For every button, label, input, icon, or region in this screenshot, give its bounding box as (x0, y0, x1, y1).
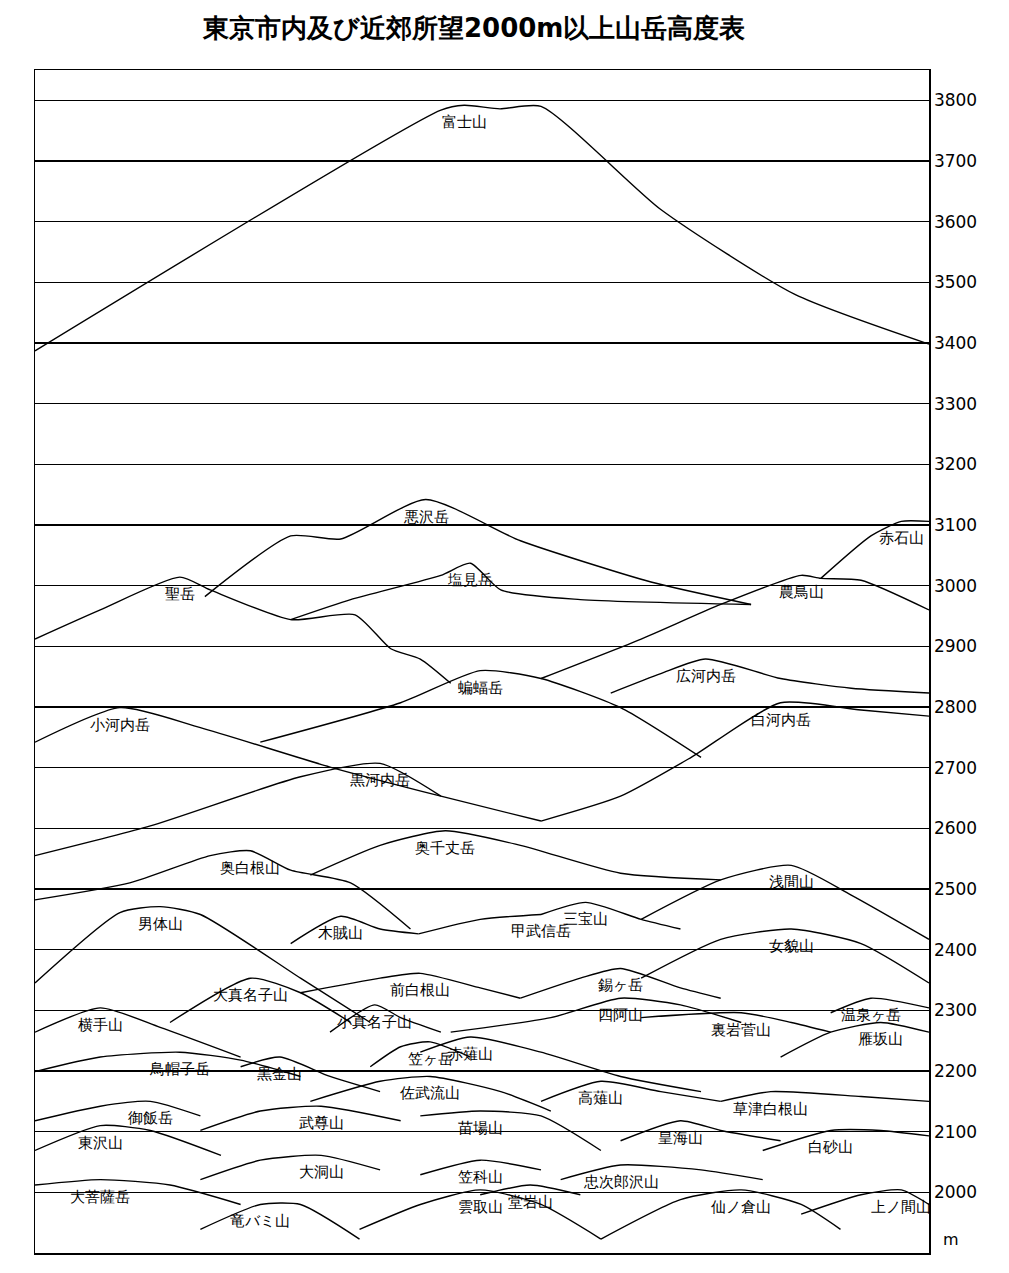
svg-text:2900: 2900 (934, 636, 977, 656)
svg-text:黒金山: 黒金山 (257, 1065, 302, 1083)
svg-text:大菩薩岳: 大菩薩岳 (70, 1188, 130, 1206)
svg-text:大真名子山: 大真名子山 (213, 986, 288, 1004)
svg-text:2300: 2300 (934, 1000, 977, 1020)
svg-text:裏岩菅山: 裏岩菅山 (711, 1021, 771, 1039)
svg-text:3200: 3200 (934, 454, 977, 474)
svg-text:忠次郎沢山: 忠次郎沢山 (583, 1173, 659, 1191)
svg-text:聖岳: 聖岳 (165, 585, 195, 603)
svg-text:竜バミ山: 竜バミ山 (230, 1212, 290, 1230)
svg-text:東沢山: 東沢山 (78, 1134, 123, 1152)
svg-text:皇海山: 皇海山 (658, 1129, 703, 1147)
svg-text:高薙山: 高薙山 (578, 1089, 623, 1107)
svg-text:3800: 3800 (934, 90, 977, 110)
svg-text:上ノ間山: 上ノ間山 (871, 1198, 931, 1216)
svg-text:小真名子山: 小真名子山 (337, 1013, 412, 1031)
svg-text:鳥帽子岳: 鳥帽子岳 (149, 1060, 210, 1078)
svg-text:白河内岳: 白河内岳 (751, 711, 811, 729)
svg-text:3000: 3000 (934, 576, 977, 596)
svg-text:雲取山: 雲取山 (458, 1198, 503, 1216)
svg-text:温泉ヶ岳: 温泉ヶ岳 (841, 1006, 901, 1024)
svg-text:2700: 2700 (934, 758, 977, 778)
svg-text:錫ヶ岳: 錫ヶ岳 (598, 976, 643, 994)
svg-text:武尊山: 武尊山 (299, 1114, 344, 1132)
svg-text:黒河内岳: 黒河内岳 (350, 771, 410, 789)
svg-text:3500: 3500 (934, 272, 977, 292)
svg-text:2600: 2600 (934, 818, 977, 838)
svg-text:男体山: 男体山 (138, 915, 183, 933)
svg-text:苗場山: 苗場山 (458, 1119, 503, 1137)
svg-text:蝙蝠岳: 蝙蝠岳 (458, 679, 503, 697)
svg-text:堂岩山: 堂岩山 (508, 1193, 553, 1211)
svg-text:農鳥山: 農鳥山 (779, 583, 824, 601)
svg-text:塩見岳: 塩見岳 (447, 571, 493, 589)
svg-text:2400: 2400 (934, 940, 977, 960)
svg-text:東京市内及び近郊所望2000m以上山岳高度表: 東京市内及び近郊所望2000m以上山岳高度表 (202, 13, 745, 43)
svg-text:雁坂山: 雁坂山 (858, 1030, 903, 1048)
svg-text:大洞山: 大洞山 (299, 1163, 344, 1181)
svg-text:m: m (943, 1230, 959, 1249)
svg-text:木賊山: 木賊山 (318, 924, 363, 942)
svg-text:草津白根山: 草津白根山 (733, 1100, 808, 1118)
svg-text:女貌山: 女貌山 (769, 937, 814, 955)
svg-text:富士山: 富士山 (442, 113, 487, 131)
svg-text:四阿山: 四阿山 (598, 1006, 643, 1024)
svg-text:赤薙山: 赤薙山 (448, 1045, 493, 1063)
svg-text:2500: 2500 (934, 879, 977, 899)
svg-text:2000: 2000 (934, 1182, 977, 1202)
svg-text:御飯岳: 御飯岳 (128, 1109, 173, 1127)
svg-text:3600: 3600 (934, 212, 977, 232)
svg-text:奥白根山: 奥白根山 (220, 859, 280, 877)
svg-text:白砂山: 白砂山 (808, 1138, 853, 1156)
svg-text:三宝山: 三宝山 (563, 910, 608, 928)
svg-text:浅間山: 浅間山 (769, 873, 814, 891)
svg-text:奥千丈岳: 奥千丈岳 (415, 839, 475, 857)
svg-text:3100: 3100 (934, 515, 977, 535)
svg-text:赤石山: 赤石山 (879, 529, 924, 547)
svg-text:佐武流山: 佐武流山 (400, 1084, 460, 1102)
svg-text:笠科山: 笠科山 (458, 1168, 503, 1186)
svg-text:横手山: 横手山 (78, 1016, 123, 1034)
svg-text:笠ヶ岳: 笠ヶ岳 (408, 1050, 453, 1068)
svg-text:2200: 2200 (934, 1061, 977, 1081)
svg-text:甲武信岳: 甲武信岳 (511, 922, 571, 940)
svg-text:小河内岳: 小河内岳 (90, 716, 150, 734)
svg-text:悪沢岳: 悪沢岳 (403, 508, 449, 526)
svg-text:3700: 3700 (934, 151, 977, 171)
svg-text:2800: 2800 (934, 697, 977, 717)
svg-text:3400: 3400 (934, 333, 977, 353)
svg-text:前白根山: 前白根山 (390, 981, 450, 999)
svg-text:2100: 2100 (934, 1122, 977, 1142)
svg-text:仙ノ倉山: 仙ノ倉山 (711, 1198, 771, 1216)
svg-text:広河内岳: 広河内岳 (676, 667, 736, 685)
svg-text:3300: 3300 (934, 394, 977, 414)
